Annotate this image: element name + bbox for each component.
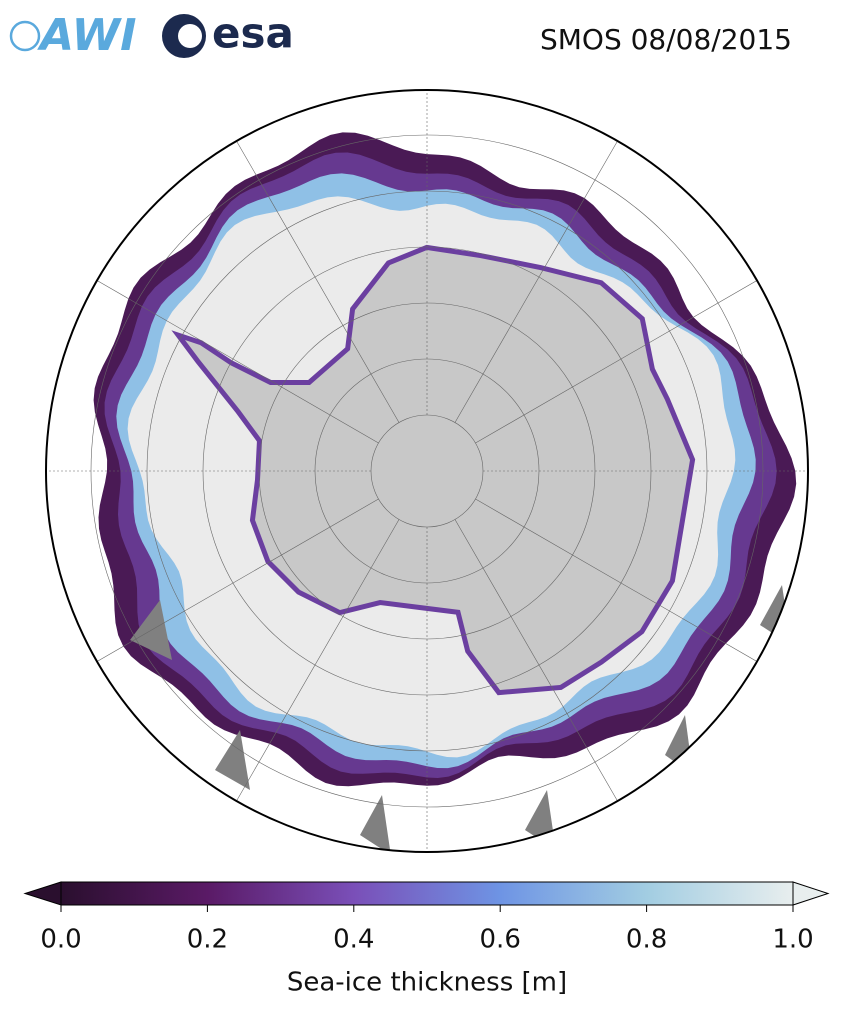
graticule-meridian [475, 498, 765, 667]
graticule-meridian [454, 133, 623, 423]
colorbar-label: Sea-ice thickness [m] [287, 968, 567, 998]
logo-awi-text: AWI [37, 10, 137, 61]
continent [185, 250, 690, 690]
colorbar-tick-label: 0.2 [187, 925, 228, 955]
land-mask [130, 600, 172, 660]
colorbar-tick-label: 0.6 [480, 925, 521, 955]
land-mask [360, 795, 391, 852]
logo-esa-text: esa [212, 9, 294, 58]
graticule-meridian [475, 275, 765, 444]
graticule-meridian [231, 519, 400, 809]
graticule-meridian [89, 275, 379, 444]
colorbar-tick-label: 0.8 [626, 925, 667, 955]
land-mask [215, 730, 250, 790]
logo-awi: AWI [9, 10, 137, 61]
map-title: SMOS 08/08/2015 [540, 23, 792, 56]
colorbar-tick-label: 0.4 [333, 925, 374, 955]
colorbar: 0.0 0.2 0.4 0.6 0.8 1.0 [23, 881, 830, 955]
colorbar-tick-label: 1.0 [772, 925, 813, 955]
colorbar-extend-max [792, 881, 830, 906]
graticule-meridian [231, 133, 400, 423]
graticule-meridian [89, 498, 379, 667]
graticule-meridian [454, 519, 623, 809]
colorbar-extend-min [23, 881, 62, 906]
logo-esa: esa [162, 9, 294, 58]
colorbar-tick-label: 0.0 [40, 925, 81, 955]
map [46, 90, 808, 852]
map-frame [45, 89, 809, 853]
colorbar-bar [60, 881, 794, 906]
